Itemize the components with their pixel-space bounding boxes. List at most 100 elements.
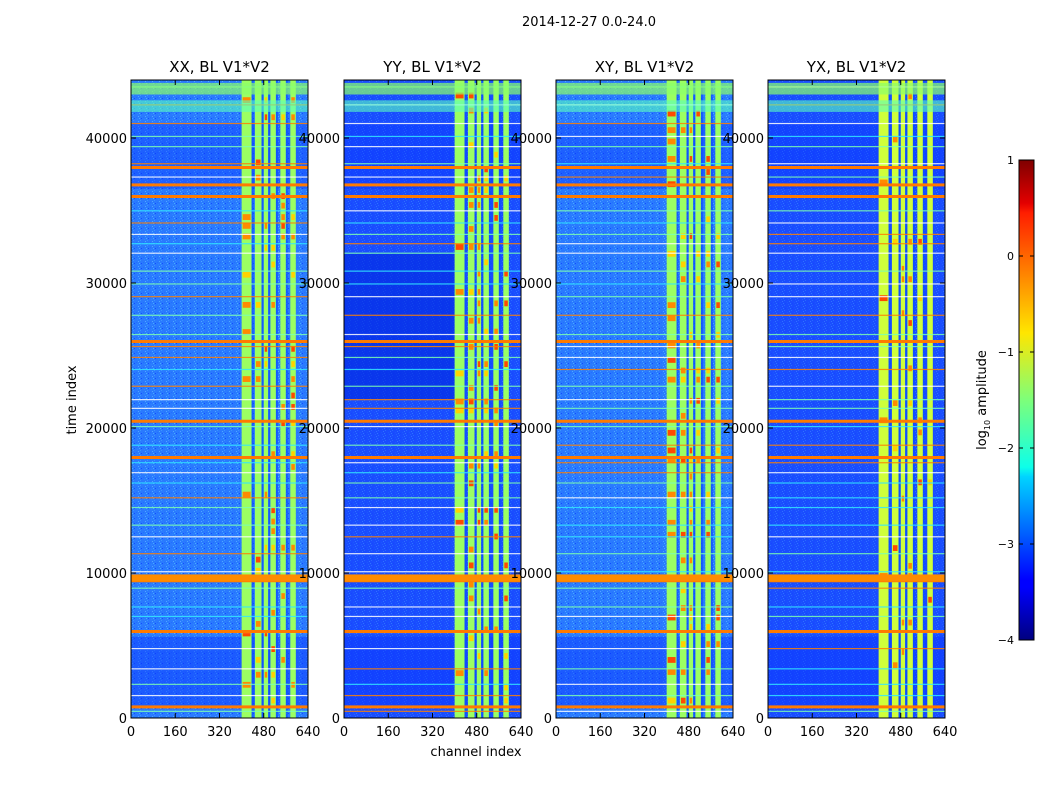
rfi-blob [706, 216, 710, 223]
rfi-blob [477, 270, 481, 277]
rfi-band [679, 80, 687, 718]
rfi-blob [667, 657, 676, 663]
rfi-row [556, 210, 733, 212]
panel-0: 0 160 320 480 640 0 10000 20000 30000 40000 XX, BL… [86, 58, 321, 740]
rfi-row [131, 506, 308, 509]
rfi-row-bright [556, 705, 733, 709]
rfi-row [131, 606, 308, 608]
y-tick-label: 30000 [723, 277, 764, 292]
rfi-row-bright [768, 574, 945, 582]
rfi-blob [484, 259, 488, 266]
rfi-blob [706, 250, 710, 257]
x-tick-label: 640 [296, 725, 321, 740]
rfi-blob [680, 605, 686, 611]
rfi-row [768, 356, 945, 359]
rfi-row [131, 683, 308, 685]
heatmap-region [344, 254, 455, 399]
rfi-blob [281, 544, 285, 551]
rfi-blob [667, 357, 676, 363]
rfi-row-bright [344, 574, 521, 582]
rfi-row [344, 135, 521, 138]
y-tick-label: 30000 [86, 277, 127, 292]
rfi-row [768, 462, 945, 464]
rfi-blob [504, 361, 508, 368]
rfi-blob [667, 156, 676, 162]
rfi-row [131, 587, 308, 589]
rfi-row [556, 497, 733, 499]
rfi-blob [468, 635, 474, 642]
rfi-row [131, 222, 308, 224]
rfi-blob [255, 656, 261, 663]
x-tick-label: 320 [632, 725, 657, 740]
x-tick-label: 640 [509, 725, 534, 740]
rfi-blob [468, 202, 474, 208]
rfi-blob [680, 429, 686, 436]
rfi-blob [667, 376, 676, 383]
colorbar-tick-label: −2 [998, 442, 1014, 455]
band-gap [261, 80, 264, 718]
rfi-blob [892, 238, 898, 245]
rfi-row [768, 82, 945, 95]
rfi-blob [255, 567, 261, 574]
rfi-blob [455, 92, 464, 99]
rfi-row [768, 210, 945, 212]
x-tick-label: 160 [800, 725, 825, 740]
rfi-row [344, 462, 521, 464]
rfi-row-bright [556, 166, 733, 169]
rfi-row [131, 462, 308, 464]
rfi-blob [689, 557, 693, 564]
rfi-blob [242, 214, 251, 220]
rfi-row-bright [556, 630, 733, 633]
rfi-row [131, 146, 308, 148]
rfi-row [344, 647, 521, 650]
rfi-blob [477, 175, 481, 182]
x-tick-label: 320 [844, 725, 869, 740]
rfi-blob [264, 630, 268, 637]
rfi-row [556, 333, 733, 336]
rfi-row-bright [768, 705, 945, 709]
rfi-row [768, 163, 945, 165]
rfi-blob [716, 261, 720, 268]
y-tick-label: 10000 [86, 567, 127, 582]
rfi-blob [264, 345, 268, 352]
rfi-blob [680, 261, 686, 268]
panels-group: 0 160 320 480 640 0 10000 20000 30000 40000 XX, BL… [86, 58, 958, 740]
rfi-blob [484, 407, 488, 414]
colorbar-tick-label: −4 [998, 634, 1014, 647]
band-gap [676, 80, 679, 718]
rfi-blob [504, 653, 508, 659]
y-tick-label: 0 [332, 712, 340, 727]
rfi-row [556, 283, 733, 285]
rfi-row [556, 243, 733, 245]
rfi-blob [716, 605, 720, 611]
rfi-row [768, 425, 945, 428]
rfi-blob [477, 317, 481, 324]
colorbar-ticks: 1 0 −1 −2 −3 −4 [998, 154, 1034, 647]
rfi-blob [706, 641, 710, 647]
rfi-blob [281, 404, 285, 410]
rfi-blob [264, 97, 268, 104]
panel-title: YY, BL V1*V2 [382, 58, 481, 76]
band-gap [686, 80, 689, 718]
rfi-row [556, 647, 733, 650]
rfi-band [503, 80, 509, 718]
rfi-row [131, 444, 308, 446]
rfi-blob [291, 464, 295, 470]
rfi-blob [484, 506, 488, 513]
rfi-blob [504, 175, 508, 182]
rfi-row-bright [131, 340, 308, 343]
rfi-blob [468, 462, 474, 469]
rfi-blob [696, 342, 700, 349]
band-gap [474, 80, 477, 718]
rfi-blob [468, 595, 474, 602]
rfi-row [768, 333, 945, 336]
rfi-row [556, 368, 733, 371]
rfi-row [131, 571, 308, 573]
y-tick-label: 40000 [511, 132, 552, 147]
rfi-row [556, 694, 733, 697]
rfi-blob [689, 447, 693, 454]
rfi-row [344, 222, 521, 224]
rfi-blob [892, 400, 898, 406]
rfi-row [768, 345, 945, 348]
rfi-row [344, 243, 521, 245]
